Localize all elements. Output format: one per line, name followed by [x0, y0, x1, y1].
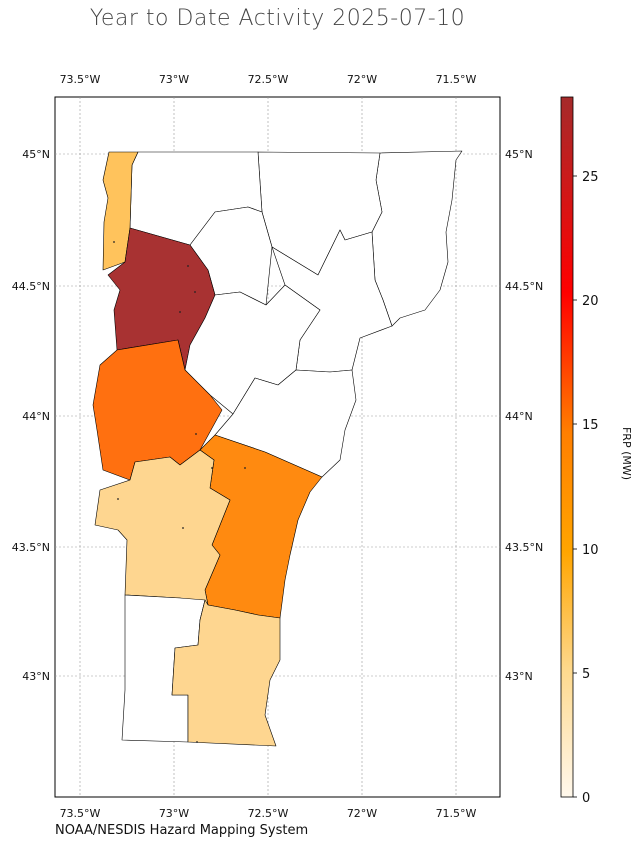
- lon-tick-bottom: 72°W: [347, 807, 377, 820]
- lon-ticks-top: 73.5°W 73°W 72.5°W 72°W 71.5°W: [60, 73, 477, 86]
- lon-tick-top: 73°W: [159, 73, 189, 86]
- fire-point: [117, 498, 119, 500]
- colorbar: [560, 96, 574, 798]
- lon-tick-top: 72°W: [347, 73, 377, 86]
- map-title: Year to Date Activity 2025-07-10: [89, 6, 466, 31]
- fire-point: [187, 265, 189, 267]
- colorbar-tick-label: 25: [582, 170, 599, 185]
- colorbar-tick-label: 0: [582, 791, 590, 806]
- colorbar-tick-label: 15: [582, 418, 599, 433]
- lat-tick-left: 44°N: [22, 410, 50, 423]
- fire-point: [196, 741, 198, 743]
- fire-point: [179, 311, 181, 313]
- lat-ticks-right: 45°N 44.5°N 44°N 43.5°N 43°N: [505, 148, 543, 683]
- fire-point: [113, 241, 115, 243]
- lat-tick-right: 44°N: [505, 410, 533, 423]
- colorbar-label: FRP (MW): [620, 426, 634, 481]
- fire-point: [182, 527, 184, 529]
- colorbar-tick-label: 5: [582, 667, 590, 682]
- county-rutland: [94, 449, 231, 606]
- county-windham: [171, 599, 281, 747]
- lon-tick-bottom: 71.5°W: [436, 807, 477, 820]
- lon-ticks-bottom: 73.5°W 73°W 72.5°W 72°W 71.5°W: [60, 807, 477, 820]
- lat-tick-left: 45°N: [22, 148, 50, 161]
- lon-tick-top: 73.5°W: [60, 73, 101, 86]
- colorbar-tick-label: 20: [582, 294, 599, 309]
- lon-tick-bottom: 72.5°W: [248, 807, 289, 820]
- fire-point: [194, 291, 196, 293]
- fire-point: [244, 467, 246, 469]
- lat-tick-right: 43°N: [505, 670, 533, 683]
- colorbar-ticks: [573, 175, 577, 798]
- lat-ticks-left: 45°N 44.5°N 44°N 43.5°N 43°N: [12, 148, 50, 683]
- counties: [92, 150, 463, 747]
- colorbar-labels: 0 5 10 15 20 25: [582, 170, 599, 806]
- lat-tick-left: 43°N: [22, 670, 50, 683]
- fire-detections: [113, 241, 246, 743]
- credit-text: NOAA/NESDIS Hazard Mapping System: [55, 823, 309, 838]
- colorbar-tick-label: 10: [582, 543, 599, 558]
- lat-tick-right: 44.5°N: [505, 280, 543, 293]
- lon-tick-bottom: 73°W: [159, 807, 189, 820]
- lat-tick-right: 43.5°N: [505, 541, 543, 554]
- fire-point: [211, 467, 213, 469]
- lon-tick-bottom: 73.5°W: [60, 807, 101, 820]
- county-grand-isle: [102, 151, 139, 271]
- lat-tick-left: 44.5°N: [12, 280, 50, 293]
- lon-tick-top: 72.5°W: [248, 73, 289, 86]
- lon-tick-top: 71.5°W: [436, 73, 477, 86]
- lat-tick-left: 43.5°N: [12, 541, 50, 554]
- fire-point: [195, 433, 197, 435]
- lat-tick-right: 45°N: [505, 148, 533, 161]
